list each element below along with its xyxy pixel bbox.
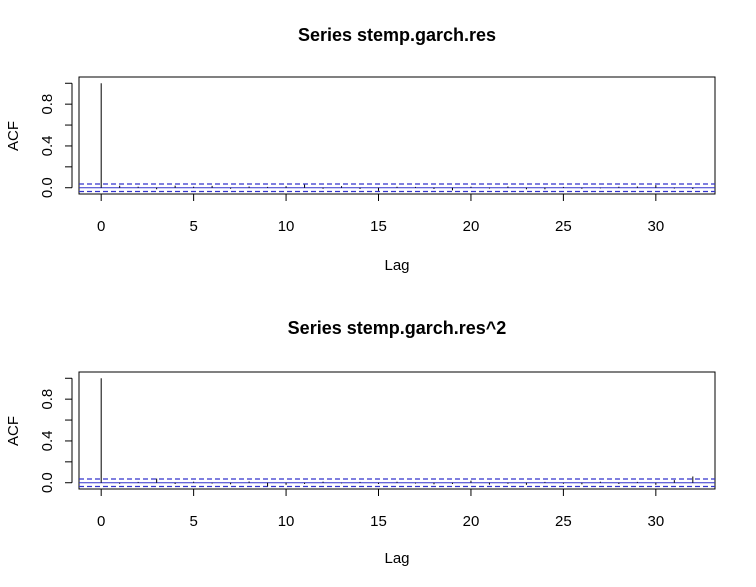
x-tick-label: 15 <box>370 218 387 235</box>
y-tick-label: 0.0 <box>39 177 56 198</box>
y-tick-label: 0.4 <box>39 136 56 157</box>
x-tick-label: 5 <box>189 513 197 530</box>
x-tick-label: 5 <box>189 218 197 235</box>
plot-frame <box>78 76 716 195</box>
chart-title: Series stemp.garch.res^2 <box>288 318 507 338</box>
x-tick-label: 25 <box>555 513 572 530</box>
x-tick-label: 30 <box>647 513 664 530</box>
acf-panel-squared-residuals: Series stemp.garch.res^2 Lag ACF 0 5 10 15 2… <box>5 318 716 567</box>
y-tick-label: 0.0 <box>39 472 56 493</box>
x-tick-label: 0 <box>97 218 105 235</box>
x-tick-label: 20 <box>463 218 480 235</box>
y-tick-label: 0.8 <box>39 94 56 115</box>
chart-title: Series stemp.garch.res <box>298 25 496 45</box>
x-tick-label: 10 <box>278 218 295 235</box>
plot-frame <box>78 371 716 490</box>
x-axis-label: Lag <box>384 257 409 274</box>
acf-panel-residuals: Series stemp.garch.res Lag ACF 0 5 10 15 20 2… <box>5 25 716 274</box>
x-tick-label: 15 <box>370 513 387 530</box>
x-tick-label: 0 <box>97 513 105 530</box>
x-tick-label: 25 <box>555 218 572 235</box>
y-axis-label: ACF <box>5 121 22 151</box>
y-tick-label: 0.8 <box>39 389 56 410</box>
y-axis-label: ACF <box>5 416 22 446</box>
x-tick-label: 30 <box>647 218 664 235</box>
y-tick-label: 0.4 <box>39 431 56 452</box>
x-tick-label: 10 <box>278 513 295 530</box>
x-axis-label: Lag <box>384 550 409 567</box>
x-tick-label: 20 <box>463 513 480 530</box>
